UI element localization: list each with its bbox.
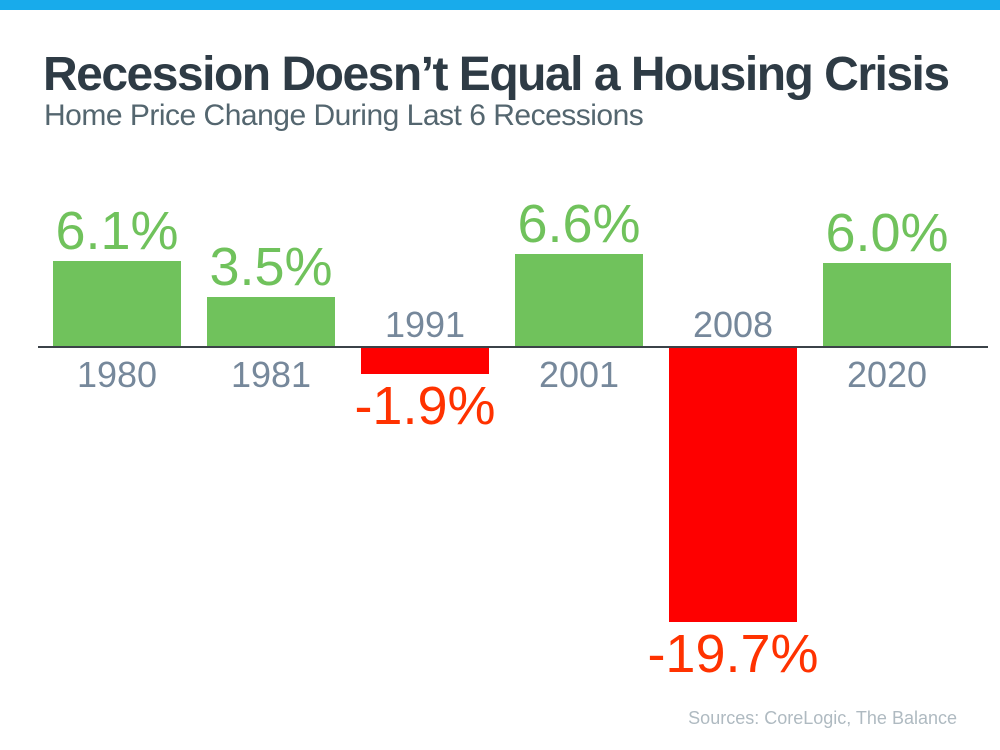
category-label-2008: 2008 [692,304,774,345]
category-label-1991: 1991 [384,304,466,345]
x-axis-line [38,346,988,348]
value-label-1991: -1.9% [354,376,496,436]
bar-1981 [207,297,335,346]
page-title: Recession Doesn’t Equal a Housing Crisis [43,48,950,101]
page-subtitle: Home Price Change During Last 6 Recessio… [44,99,644,132]
sources-note: Sources: CoreLogic, The Balance [688,708,957,728]
category-label-2001: 2001 [538,354,620,395]
category-label-1981: 1981 [230,354,312,395]
value-label-1981: 3.5% [209,237,333,297]
top-accent-strip [0,0,1000,10]
bar-1991 [361,348,489,374]
value-label-2020: 6.0% [825,203,949,263]
value-label-2001: 6.6% [517,194,641,254]
category-label-2020: 2020 [846,354,928,395]
value-label-1980: 6.1% [55,201,179,261]
category-label-1980: 1980 [76,354,158,395]
bar-1980 [53,261,181,346]
bar-2008 [669,348,797,622]
bar-2001 [515,254,643,346]
bar-2020 [823,263,951,346]
value-label-2008: -19.7% [647,624,819,684]
